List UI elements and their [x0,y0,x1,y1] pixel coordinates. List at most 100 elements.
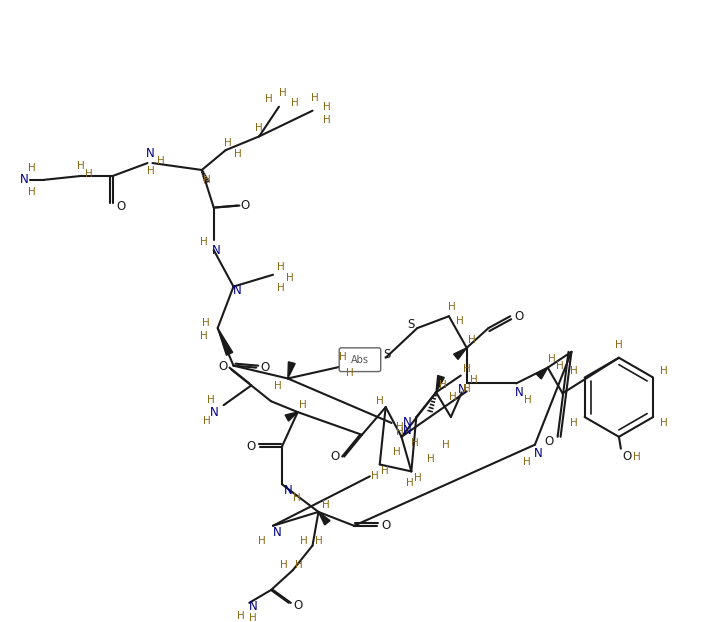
Text: H: H [456,316,463,326]
Text: O: O [247,440,256,453]
Text: H: H [381,466,388,476]
Text: N: N [233,284,242,297]
Text: H: H [570,366,578,376]
Text: N: N [212,244,221,256]
Text: H: H [468,335,475,345]
Text: N: N [533,447,542,460]
Text: H: H [234,149,241,159]
Text: H: H [286,272,294,282]
Polygon shape [288,362,295,379]
Text: H: H [376,396,384,406]
FancyBboxPatch shape [339,348,380,371]
Text: H: H [371,471,379,481]
Text: H: H [556,361,563,371]
Polygon shape [453,348,467,360]
Text: H: H [200,237,207,247]
Text: O: O [381,519,390,532]
Text: N: N [249,600,257,613]
Text: N: N [458,383,466,396]
Text: H: H [277,262,285,272]
Text: O: O [241,199,250,212]
Text: H: H [237,611,245,621]
Text: H: H [147,166,154,176]
Text: N: N [283,484,292,497]
Text: H: H [202,318,209,328]
Polygon shape [217,328,232,355]
Text: N: N [146,147,155,160]
Text: H: H [448,302,455,312]
Text: H: H [323,102,331,112]
Text: H: H [279,88,287,98]
Text: O: O [515,310,523,323]
Text: H: H [405,478,413,488]
Text: O: O [544,435,553,448]
Text: O: O [622,450,631,463]
Text: N: N [515,386,523,399]
Text: H: H [28,163,36,173]
Text: N: N [210,406,219,419]
Text: O: O [330,450,340,463]
Text: H: H [300,536,307,545]
Text: H: H [661,419,668,429]
Text: H: H [85,169,93,179]
Text: O: O [260,361,270,374]
Text: H: H [323,114,331,124]
Text: H: H [548,354,556,364]
Text: H: H [200,331,207,341]
Text: H: H [28,187,36,197]
Text: H: H [395,427,403,437]
Text: H: H [463,364,470,374]
Text: H: H [395,422,403,432]
Text: H: H [322,500,329,510]
Text: H: H [224,138,232,148]
Text: H: H [633,452,641,462]
Text: N: N [19,174,29,187]
Text: H: H [255,124,263,134]
Polygon shape [436,376,444,392]
Text: H: H [439,381,447,391]
Text: H: H [295,560,302,570]
Text: O: O [117,200,125,213]
Polygon shape [285,412,297,421]
Text: H: H [299,400,307,410]
Text: O: O [293,599,302,612]
Text: H: H [570,419,578,429]
Text: H: H [340,352,347,362]
Text: H: H [415,473,422,483]
Text: H: H [615,340,623,350]
Polygon shape [318,512,330,525]
Text: Abs: Abs [351,355,369,364]
Text: S: S [408,318,415,331]
Text: H: H [207,395,214,406]
Text: H: H [265,94,273,104]
Text: H: H [470,376,478,386]
Text: H: H [661,366,668,376]
Text: H: H [442,440,450,450]
Text: H: H [157,156,165,166]
Text: H: H [315,536,322,545]
Text: H: H [524,395,532,406]
Text: H: H [250,613,257,622]
Text: H: H [280,560,287,570]
Text: O: O [218,360,227,373]
Text: H: H [449,392,457,402]
Text: H: H [291,98,299,108]
Text: H: H [203,416,211,426]
Text: H: H [463,384,470,394]
Text: H: H [310,93,318,103]
Text: H: H [258,536,266,545]
Text: H: H [393,447,400,457]
Text: N: N [403,424,412,437]
Text: N: N [403,417,412,429]
Text: H: H [277,282,285,292]
Text: N: N [272,526,281,539]
Text: H: H [293,493,300,503]
Text: H: H [346,368,354,378]
Text: H: H [203,175,211,185]
Text: H: H [77,161,85,171]
Text: S: S [383,348,390,361]
Text: H: H [411,438,419,448]
Text: H: H [428,453,435,463]
Polygon shape [536,368,548,379]
Text: H: H [523,457,531,466]
